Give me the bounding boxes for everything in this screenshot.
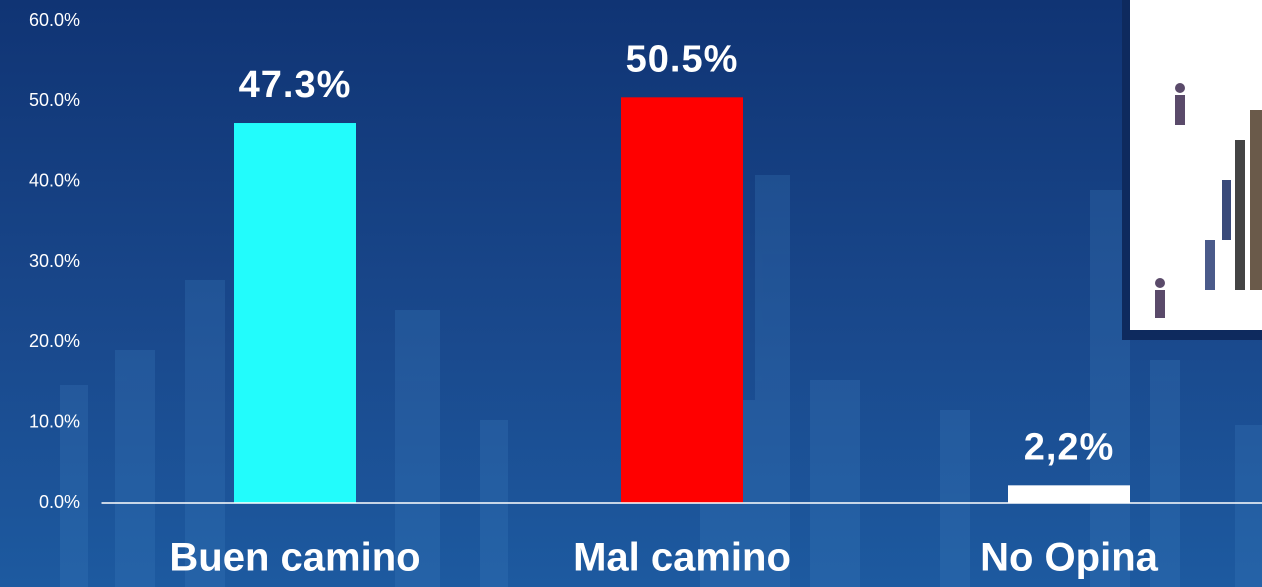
- y-tick-label: 0.0%: [39, 492, 80, 512]
- x-tick-label: Buen camino: [169, 536, 420, 580]
- x-tick-label: Mal camino: [573, 536, 791, 580]
- y-tick-label: 10.0%: [29, 411, 80, 431]
- x-tick-label: No Opina: [980, 536, 1159, 580]
- bar: [621, 97, 743, 504]
- y-tick-label: 20.0%: [29, 331, 80, 351]
- value-label: 2,2%: [1024, 426, 1115, 468]
- illustration: [1122, 0, 1262, 340]
- value-label: 47.3%: [239, 64, 352, 106]
- y-tick-label: 30.0%: [29, 251, 80, 271]
- bar: [234, 123, 356, 504]
- bar: [1008, 485, 1130, 503]
- y-tick-label: 50.0%: [29, 90, 80, 110]
- value-label: 50.5%: [626, 38, 739, 80]
- background-decoration: [60, 175, 1262, 587]
- y-tick-label: 60.0%: [29, 10, 80, 30]
- y-tick-label: 40.0%: [29, 170, 80, 190]
